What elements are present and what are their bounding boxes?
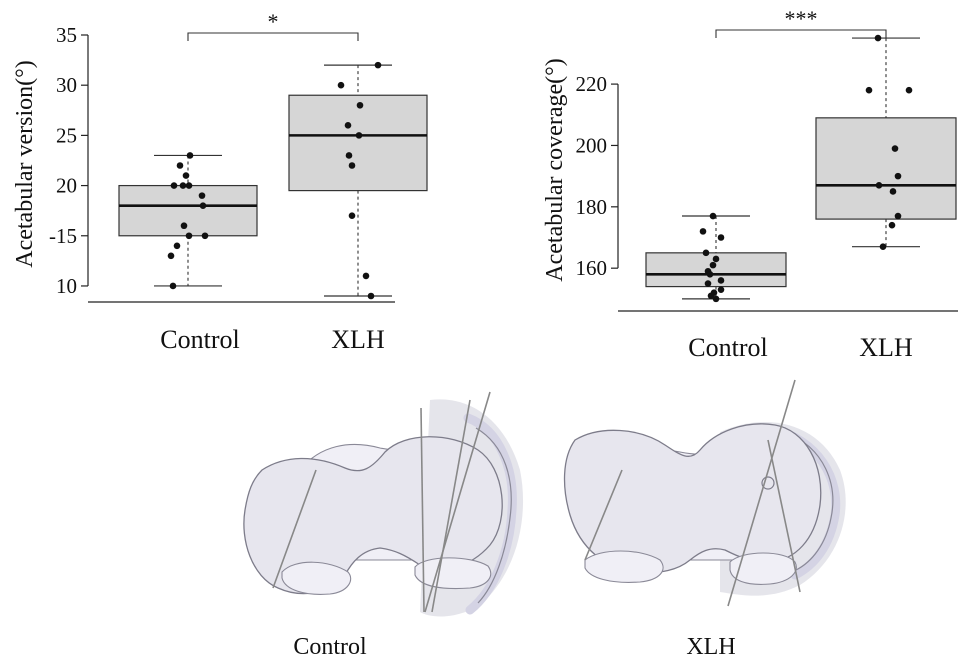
data-point [702,249,710,257]
data-point [875,182,883,189]
data-point [173,242,181,250]
data-point [348,162,356,169]
data-point [367,292,375,300]
data-point [707,292,715,300]
y-tick-label: 30 [56,73,77,97]
data-point [201,232,209,240]
xlh-hip-illustration [563,379,846,607]
data-point [894,172,902,180]
data-point [717,286,725,293]
box-group-xlh [288,61,428,300]
y-tick-label: 25 [56,123,77,147]
data-point [699,228,707,235]
data-point [348,212,356,219]
data-point [345,152,353,159]
data-point [176,162,184,169]
x-category-label: XLH [331,325,385,354]
control-hip-illustration [243,391,524,617]
chart-acetabular-coverage: 160 180 200 220 Acetabular coverage(°) Contro… [542,6,958,362]
y-tick-label: 160 [576,256,608,280]
data-point [891,145,899,152]
y-tick-label: -15 [49,224,77,248]
data-point [717,234,725,241]
data-point [709,261,717,269]
x-category-label: Control [688,333,767,362]
y-axis-label: Acetabular coverage(°) [542,58,568,281]
iqr-box [815,117,957,220]
data-point [362,272,370,280]
data-point [709,212,717,220]
data-point [879,243,887,251]
data-point [167,252,175,260]
data-point [905,86,913,94]
y-tick-label: 180 [576,195,608,219]
x-category-label: Control [160,325,239,354]
data-point [712,295,720,303]
xlh-illustration-caption: XLH [686,634,735,660]
y-tick-label: 220 [576,72,608,96]
x-category-label: XLH [859,333,913,362]
significance-label: *** [785,6,818,31]
data-point [179,182,187,189]
box-group-control [118,152,258,290]
box-group-xlh [815,34,957,251]
data-point [170,182,178,189]
data-point [865,86,873,94]
iqr-box [288,94,428,192]
y-axis-label: Acetabular version(°) [12,60,38,268]
data-point [717,277,725,284]
data-point [169,282,177,290]
y-tick-label: 200 [576,133,608,157]
significance-bracket [187,32,359,41]
data-point [182,172,190,179]
data-point [888,221,896,229]
data-point [706,271,714,278]
data-point [185,182,193,189]
data-point [186,152,194,159]
data-point [374,61,382,69]
significance-bracket [715,29,887,38]
data-point [198,192,206,199]
data-point [185,232,193,240]
data-point [355,132,363,139]
y-tick-label: 10 [56,274,77,298]
control-illustration-caption: Control [293,634,367,660]
data-point [889,188,897,195]
data-point [712,255,720,263]
y-tick-label: 35 [56,23,77,47]
data-point [344,122,352,129]
significance-label: * [268,9,279,34]
data-point [874,34,882,42]
data-point [180,222,188,230]
data-point [199,202,207,209]
chart-acetabular-version: 10 -15 20 25 30 35 Acetabular version(°) Contro… [12,9,428,354]
data-point [704,280,712,287]
data-point [337,81,345,89]
y-tick-label: 20 [56,174,77,198]
data-point [356,101,364,109]
box-group-control [645,212,787,303]
iqr-box [118,184,258,237]
data-point [894,212,902,220]
